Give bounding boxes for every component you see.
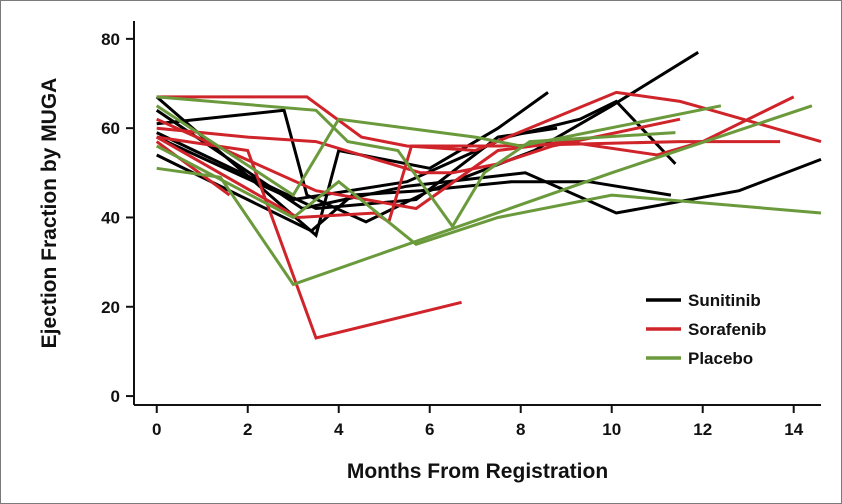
sorafenib-line-2 bbox=[156, 117, 681, 175]
x-tick-label: 2 bbox=[243, 420, 252, 439]
y-tick-label: 40 bbox=[101, 208, 120, 227]
legend-label-sunitinib: Sunitinib bbox=[688, 291, 761, 310]
y-tick-label: 60 bbox=[101, 119, 120, 138]
sorafenib-line-5 bbox=[155, 140, 231, 197]
sorafenib-line-6 bbox=[156, 135, 462, 340]
x-tick-label: 6 bbox=[425, 420, 434, 439]
sorafenib-line-1 bbox=[156, 90, 822, 153]
placebo-line-3 bbox=[156, 144, 822, 246]
legend-label-sorafenib: Sorafenib bbox=[688, 320, 766, 339]
y-tick-label: 20 bbox=[101, 298, 120, 317]
sorafenib-line-3 bbox=[155, 135, 781, 225]
x-axis-title: Months From Registration bbox=[347, 460, 608, 483]
x-tick-label: 12 bbox=[693, 420, 712, 439]
series-group bbox=[155, 51, 822, 340]
x-tick-label: 0 bbox=[152, 420, 161, 439]
placebo-line-2 bbox=[155, 104, 722, 198]
x-tick-label: 8 bbox=[516, 420, 525, 439]
x-tick-label: 14 bbox=[784, 420, 803, 439]
y-tick-label: 80 bbox=[101, 30, 120, 49]
legend-label-placebo: Placebo bbox=[688, 349, 753, 368]
x-tick-label: 4 bbox=[334, 420, 344, 439]
axes: 0 2 4 6 8 10 12 14 0 20 40 60 80 bbox=[101, 21, 821, 439]
y-axis-title: Ejection Fraction by MUGA bbox=[38, 78, 61, 349]
x-tick-label: 10 bbox=[602, 420, 621, 439]
legend: Sunitinib Sorafenib Placebo bbox=[646, 291, 766, 368]
y-tick-label: 0 bbox=[111, 387, 120, 406]
placebo-line-4 bbox=[156, 104, 813, 287]
